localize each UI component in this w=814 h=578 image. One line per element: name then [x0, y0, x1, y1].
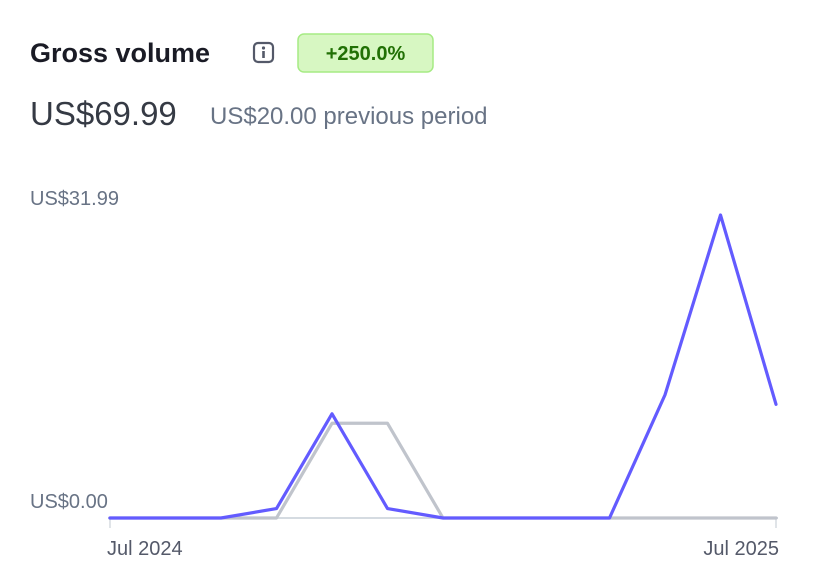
- previous-period: US$20.00 previous period: [210, 103, 488, 130]
- info-icon-stem: [262, 51, 265, 58]
- x-tick-label: Jul 2025: [703, 538, 779, 560]
- change-badge: +250.0%: [326, 43, 406, 65]
- series-line: [108, 421, 778, 520]
- info-icon-dot: [261, 46, 266, 50]
- badge-bg: [297, 33, 434, 73]
- y-tick-label: US$0.00: [30, 491, 108, 513]
- y-tick-label: US$31.99: [30, 188, 119, 210]
- series-line: [108, 213, 778, 520]
- plot: US$0.00 US$31.99 Jul 2024 Jul 2025: [30, 188, 779, 560]
- info-icon-frame: [252, 41, 275, 64]
- chart-title: Gross volume: [30, 38, 210, 68]
- x-tick-label: Jul 2024: [107, 538, 183, 560]
- info-icon[interactable]: [252, 41, 275, 64]
- total-amount: US$69.99: [30, 95, 177, 132]
